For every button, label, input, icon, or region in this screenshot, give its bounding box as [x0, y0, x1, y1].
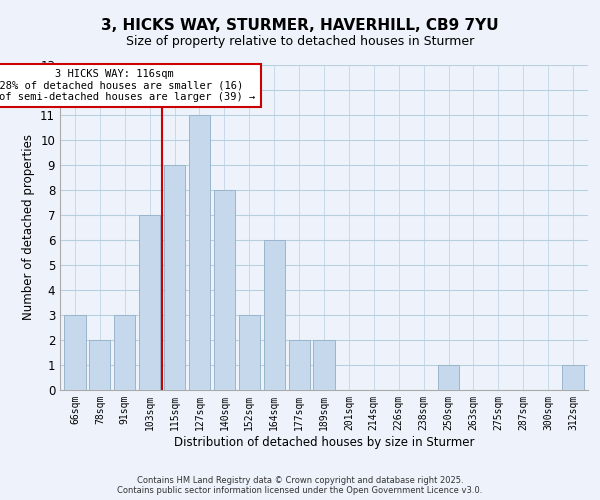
Bar	[562, 365, 584, 390]
Text: Contains HM Land Registry data © Crown copyright and database right 2025.
Contai: Contains HM Land Registry data © Crown c…	[118, 476, 482, 495]
Text: Size of property relative to detached houses in Sturmer: Size of property relative to detached ho…	[126, 35, 474, 48]
Bar	[239, 315, 260, 390]
Text: 3, HICKS WAY, STURMER, HAVERHILL, CB9 7YU: 3, HICKS WAY, STURMER, HAVERHILL, CB9 7Y…	[101, 18, 499, 32]
Y-axis label: Number of detached properties: Number of detached properties	[22, 134, 35, 320]
Bar	[438, 365, 459, 390]
Bar	[263, 240, 285, 390]
Bar	[64, 315, 86, 390]
Bar	[164, 165, 185, 390]
Bar	[139, 215, 160, 390]
Bar	[89, 340, 110, 390]
X-axis label: Distribution of detached houses by size in Sturmer: Distribution of detached houses by size …	[174, 436, 474, 448]
Bar	[189, 115, 210, 390]
Bar	[313, 340, 335, 390]
Bar	[114, 315, 136, 390]
Bar	[289, 340, 310, 390]
Text: 3 HICKS WAY: 116sqm
← 28% of detached houses are smaller (16)
68% of semi-detach: 3 HICKS WAY: 116sqm ← 28% of detached ho…	[0, 68, 256, 102]
Bar	[214, 190, 235, 390]
